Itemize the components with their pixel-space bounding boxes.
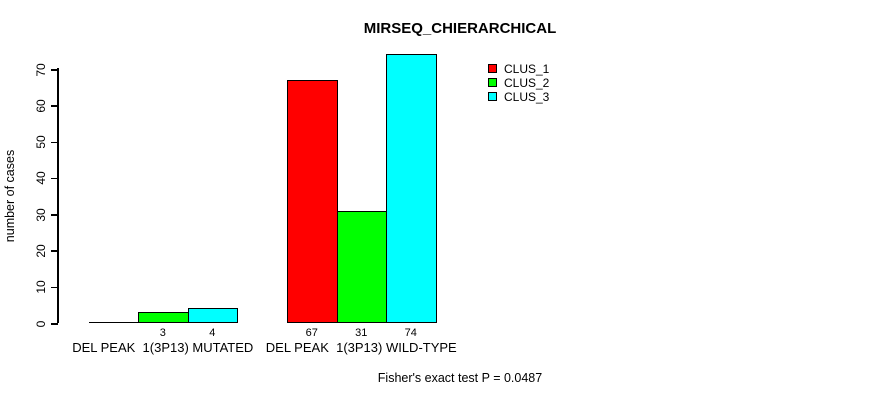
bar-CLUS_3 — [386, 54, 437, 323]
y-tick-label: 20 — [34, 244, 48, 258]
y-tick-label: 0 — [34, 320, 48, 327]
chart-title: MIRSEQ_CHIERARCHICAL — [363, 20, 557, 37]
y-axis-label: number of cases — [3, 149, 17, 243]
y-axis-line — [57, 68, 59, 323]
y-axis-tick — [51, 177, 58, 180]
legend-label-CLUS_2: CLUS_2 — [504, 76, 550, 90]
category-label: DEL PEAK 1(3P13) MUTATED — [72, 340, 254, 355]
stat-annotation: Fisher's exact test P = 0.0487 — [377, 371, 543, 385]
y-axis-tick — [51, 69, 58, 71]
bar-CLUS_1-zero — [88, 322, 139, 323]
y-tick-label: 70 — [34, 62, 48, 77]
bar-value-label: 4 — [209, 327, 216, 339]
y-axis-tick — [51, 214, 58, 216]
legend-swatch-CLUS_2 — [488, 78, 497, 87]
y-tick-label: 30 — [34, 207, 48, 222]
y-axis-tick — [51, 105, 58, 107]
y-tick-label: 50 — [34, 135, 48, 149]
bar-CLUS_3 — [187, 308, 238, 323]
y-axis-tick — [51, 323, 58, 325]
bar-CLUS_2 — [138, 312, 189, 323]
category-label: DEL PEAK 1(3P13) WILD-TYPE — [265, 340, 457, 355]
bar-value-label: 3 — [159, 327, 166, 339]
bar-CLUS_1 — [287, 80, 338, 323]
y-axis-tick — [51, 286, 58, 289]
y-axis-tick — [51, 250, 58, 252]
bar-value-label: 74 — [404, 327, 417, 339]
bar-value-label: 31 — [355, 327, 368, 339]
legend-swatch-CLUS_3 — [488, 92, 497, 101]
y-tick-label: 10 — [34, 280, 48, 294]
legend-swatch-CLUS_1 — [488, 64, 497, 73]
bar-value-label: 67 — [305, 327, 318, 339]
y-tick-label: 60 — [34, 99, 48, 113]
legend-label-CLUS_1: CLUS_1 — [504, 62, 550, 76]
legend-label-CLUS_3: CLUS_3 — [504, 90, 550, 104]
bar-CLUS_2 — [336, 211, 387, 323]
y-tick-label: 40 — [34, 171, 48, 186]
y-axis-tick — [51, 141, 58, 144]
